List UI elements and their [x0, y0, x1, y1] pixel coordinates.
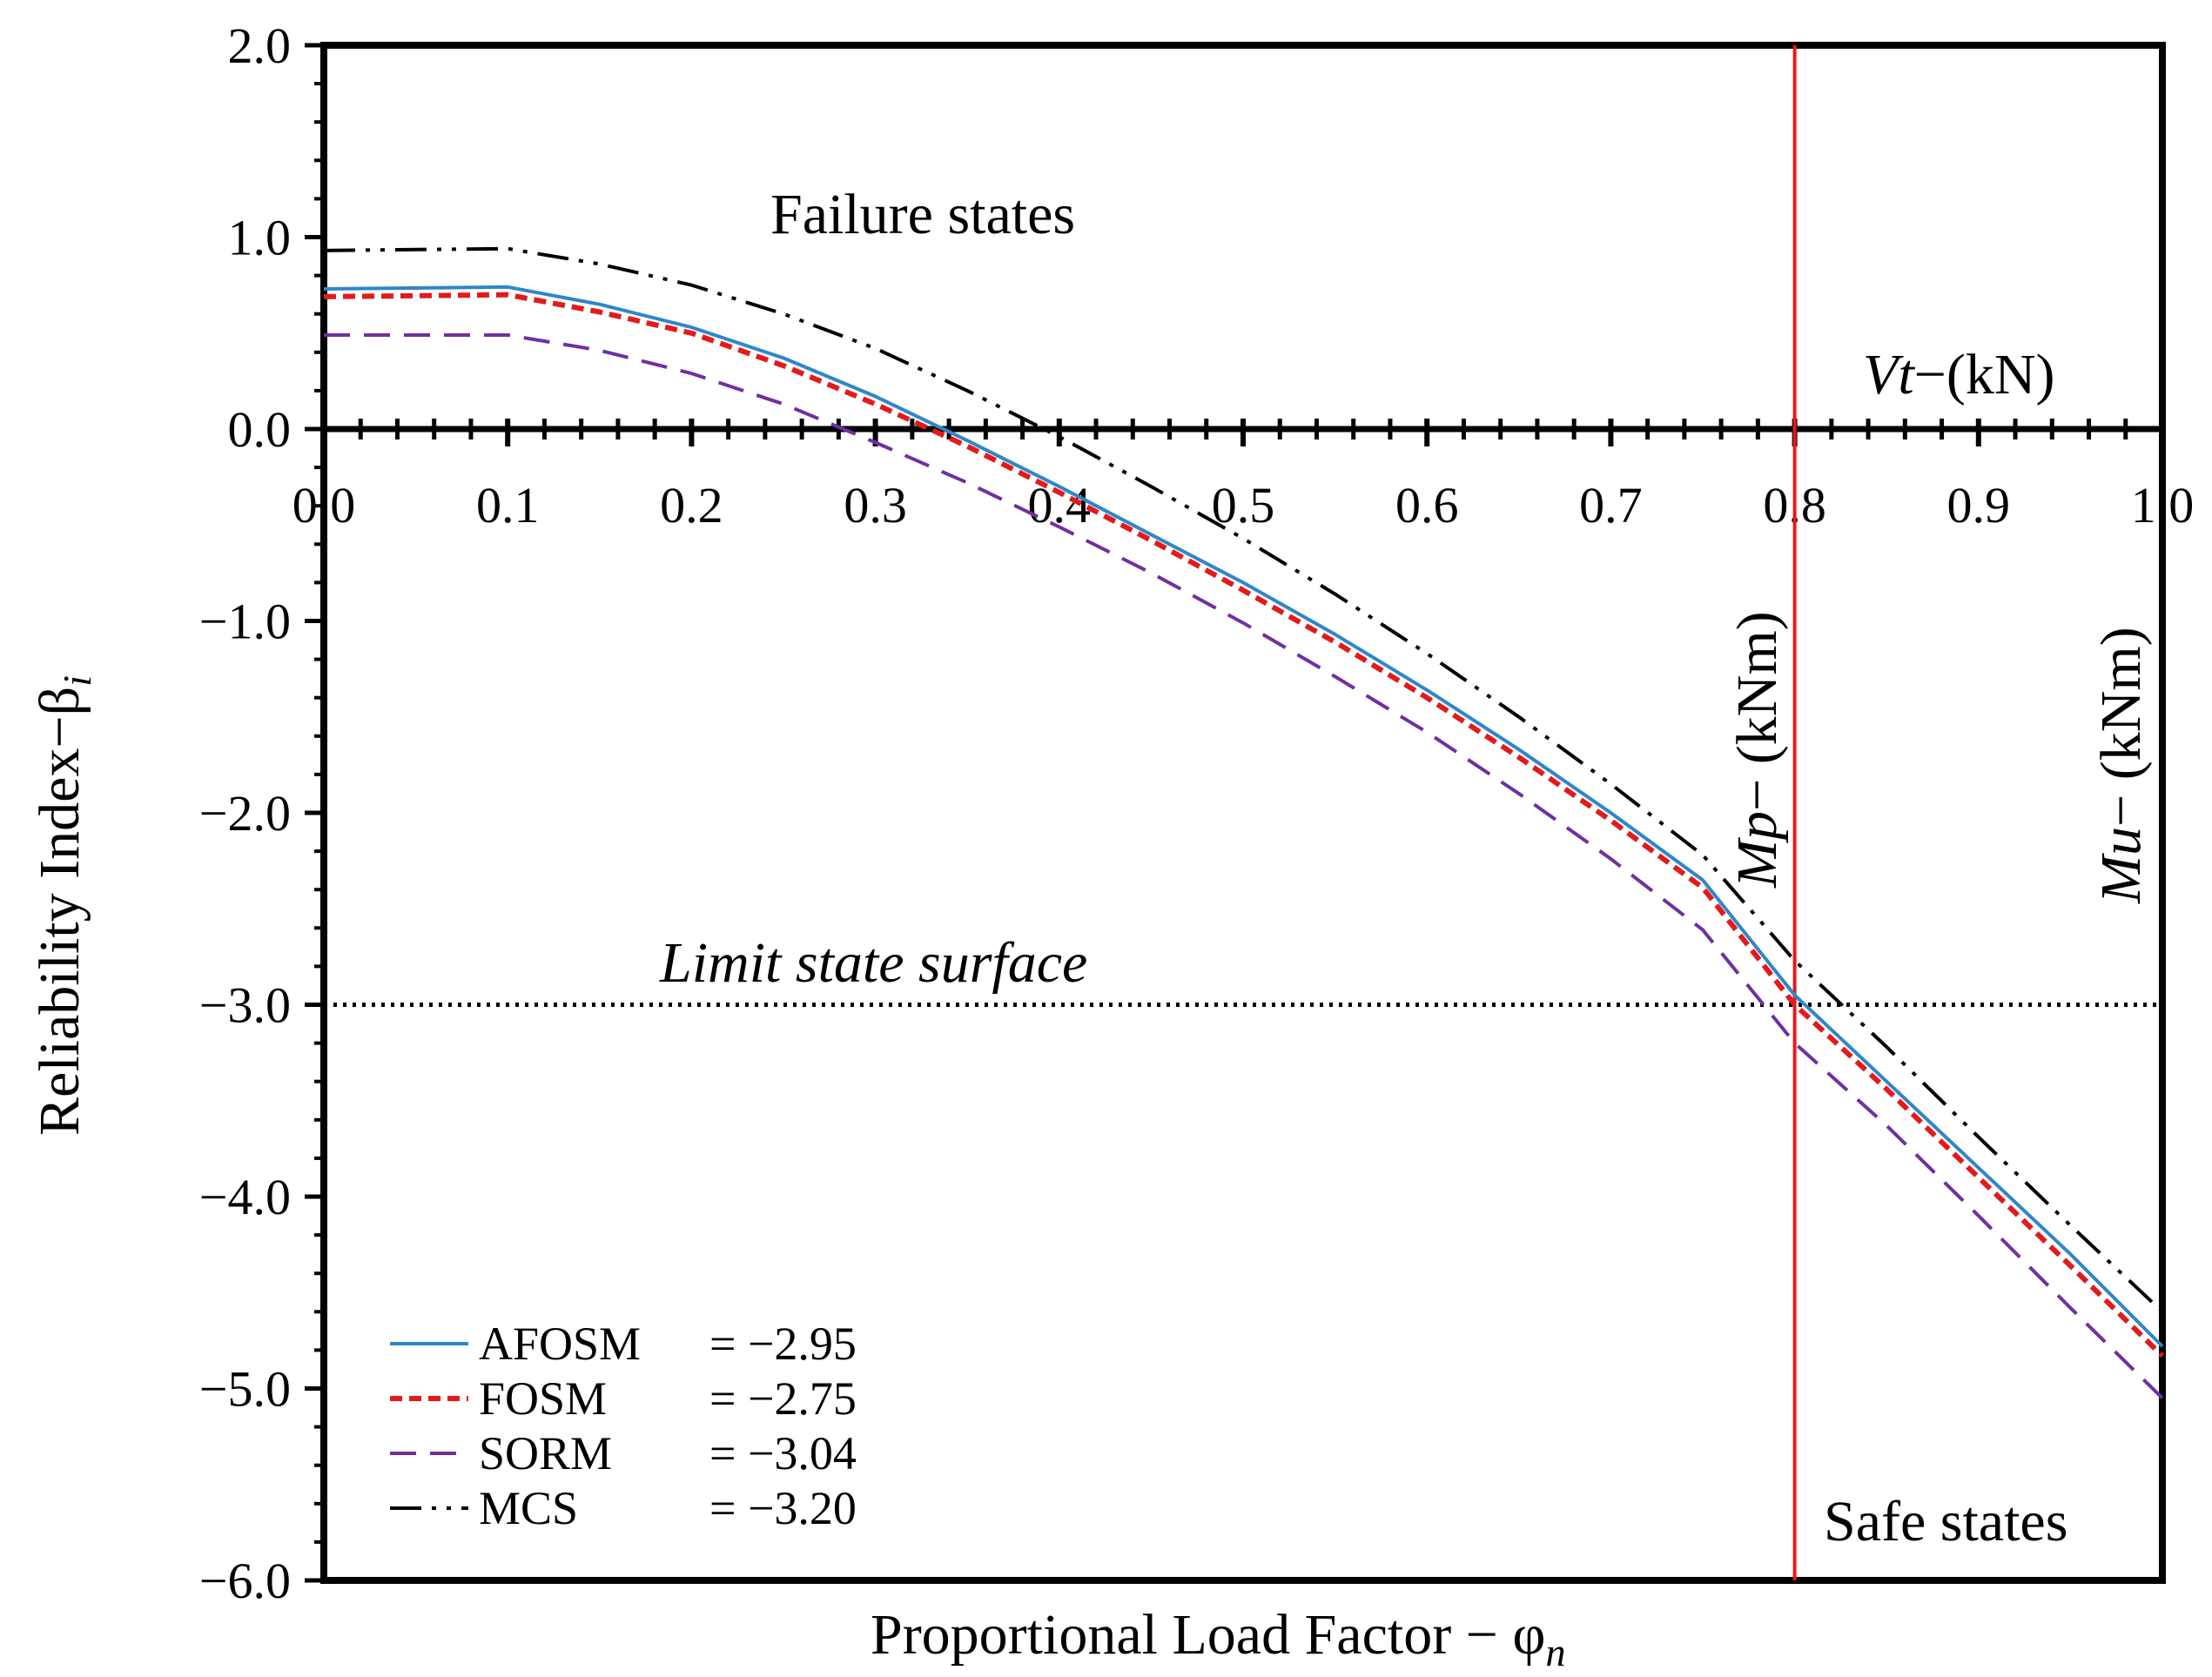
vt-label-unit: −(kN) [1914, 343, 2055, 406]
y-tick-label: −1.0 [199, 594, 291, 650]
y-tick-label: −2.0 [199, 785, 291, 842]
legend-label-mcs: MCS [479, 1482, 578, 1534]
y-tick-label: −4.0 [199, 1169, 291, 1225]
series-line-sorm [324, 333, 2164, 1399]
mp-label-symbol: Mp [1725, 811, 1789, 889]
x-tick-label: 0.1 [476, 477, 540, 533]
legend: AFOSM = −2.95 FOSM = −2.75 SORM = −3.04 MCS = −… [390, 1318, 857, 1534]
y-tick-label: −3.0 [199, 977, 291, 1034]
y-tick-label: 2.0 [228, 17, 292, 74]
y-tick-label: 0.0 [228, 401, 292, 458]
legend-value-afosm: = −2.95 [709, 1318, 857, 1370]
x-axis-tick-labels: 0.0 0.1 0.2 0.3 0.4 0.5 0.6 0.7 0.8 0.9 1.0 [292, 477, 2195, 533]
y-axis-title-subscript: i [55, 675, 99, 687]
y-axis-title: Reliability Index−βi [28, 675, 99, 1136]
x-axis-title-subscript: n [1546, 1630, 1566, 1674]
legend-label-fosm: FOSM [479, 1372, 607, 1425]
x-tick-label: 0.5 [1212, 477, 1275, 533]
x-axis-title-text: Proportional Load Factor − φ [871, 1603, 1546, 1667]
y-axis-tick-labels: 2.0 1.0 0.0 −1.0 −2.0 −3.0 −4.0 −5.0 −6.0 [199, 17, 291, 1609]
x-tick-label: 0.3 [844, 477, 907, 533]
safe-states-label: Safe states [1824, 1490, 2067, 1553]
mp-label-unit: − (kNm) [1725, 611, 1789, 811]
legend-label-afosm: AFOSM [479, 1318, 641, 1370]
y-tick-label: −6.0 [199, 1553, 291, 1609]
legend-value-sorm: = −3.04 [709, 1427, 857, 1479]
y-tick-label: 1.0 [228, 210, 292, 266]
x-tick-label: 0.2 [660, 477, 723, 533]
x-tick-label: 1.0 [2131, 477, 2195, 533]
y-tick-label: −5.0 [199, 1361, 291, 1418]
legend-value-fosm: = −2.75 [709, 1372, 857, 1425]
series-line-fosm [323, 292, 2165, 1358]
mu-label-unit: − (kNm) [2089, 627, 2153, 827]
legend-label-sorm: SORM [479, 1427, 612, 1479]
x-tick-label: 0.0 [292, 477, 356, 533]
limit-state-label: Limit state surface [659, 931, 1087, 995]
series-line-mcs [323, 246, 2164, 1313]
x-axis-ticks [321, 419, 2165, 446]
series-line-afosm [323, 285, 2164, 1348]
x-tick-label: 0.7 [1579, 477, 1643, 533]
x-tick-label: 0.9 [1947, 477, 2011, 533]
y-axis-ticks [305, 43, 324, 1583]
x-tick-label: 0.6 [1395, 477, 1459, 533]
vt-label-symbol: Vt [1863, 343, 1915, 406]
legend-value-mcs: = −3.20 [709, 1482, 857, 1534]
y-axis-title-text: Reliability Index−β [28, 687, 91, 1136]
mu-label-symbol: Mu [2089, 827, 2153, 904]
mu-label: Mu− (kNm) [2089, 627, 2153, 904]
mp-label: Mp− (kNm) [1725, 611, 1789, 889]
x-axis-title: Proportional Load Factor − φn [871, 1603, 1566, 1674]
failure-states-label: Failure states [770, 183, 1075, 246]
vt-label: Vt−(kN) [1863, 343, 2055, 406]
series-lines [323, 246, 2165, 1399]
